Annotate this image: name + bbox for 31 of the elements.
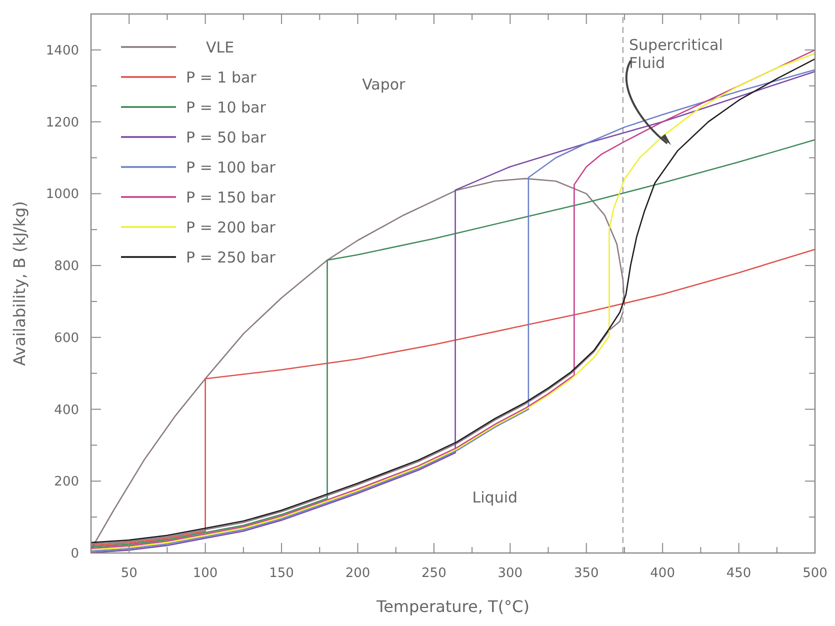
annotation: Liquid bbox=[472, 488, 518, 507]
y-tick-label: 1200 bbox=[46, 115, 79, 130]
legend-label: P = 150 bar bbox=[186, 188, 276, 206]
legend-label: P = 50 bar bbox=[186, 128, 267, 146]
x-tick-label: 350 bbox=[574, 566, 599, 581]
x-tick-label: 300 bbox=[498, 566, 523, 581]
y-tick-label: 1400 bbox=[46, 43, 79, 58]
legend-label: P = 1 bar bbox=[186, 68, 258, 86]
annotation: Supercritical Fluid bbox=[629, 36, 723, 72]
y-tick-label: 200 bbox=[54, 474, 79, 490]
y-tick-label: 600 bbox=[54, 330, 79, 346]
x-tick-label: 50 bbox=[120, 566, 138, 581]
legend-label: VLE bbox=[206, 38, 234, 56]
annotation: Vapor bbox=[362, 75, 406, 94]
y-tick-label: 800 bbox=[54, 259, 79, 274]
x-tick-label: 250 bbox=[422, 566, 446, 581]
legend-label: P = 10 bar bbox=[186, 98, 267, 116]
legend-label: P = 200 bar bbox=[186, 218, 276, 236]
legend-label: P = 100 bar bbox=[186, 158, 276, 176]
y-axis-title: Availability, B (kJ/kg) bbox=[10, 201, 29, 366]
y-tick-label: 1000 bbox=[46, 187, 79, 202]
x-tick-label: 450 bbox=[726, 566, 752, 581]
legend-label: P = 250 bar bbox=[186, 248, 276, 266]
x-tick-label: 100 bbox=[192, 566, 218, 581]
x-tick-label: 150 bbox=[269, 566, 294, 581]
y-tick-label: 0 bbox=[70, 546, 79, 562]
y-tick-label: 400 bbox=[54, 402, 79, 418]
x-tick-label: 400 bbox=[650, 566, 675, 581]
x-tick-label: 200 bbox=[345, 566, 370, 581]
x-axis-title: Temperature, T(°C) bbox=[376, 597, 530, 616]
x-tick-label: 500 bbox=[802, 566, 828, 581]
